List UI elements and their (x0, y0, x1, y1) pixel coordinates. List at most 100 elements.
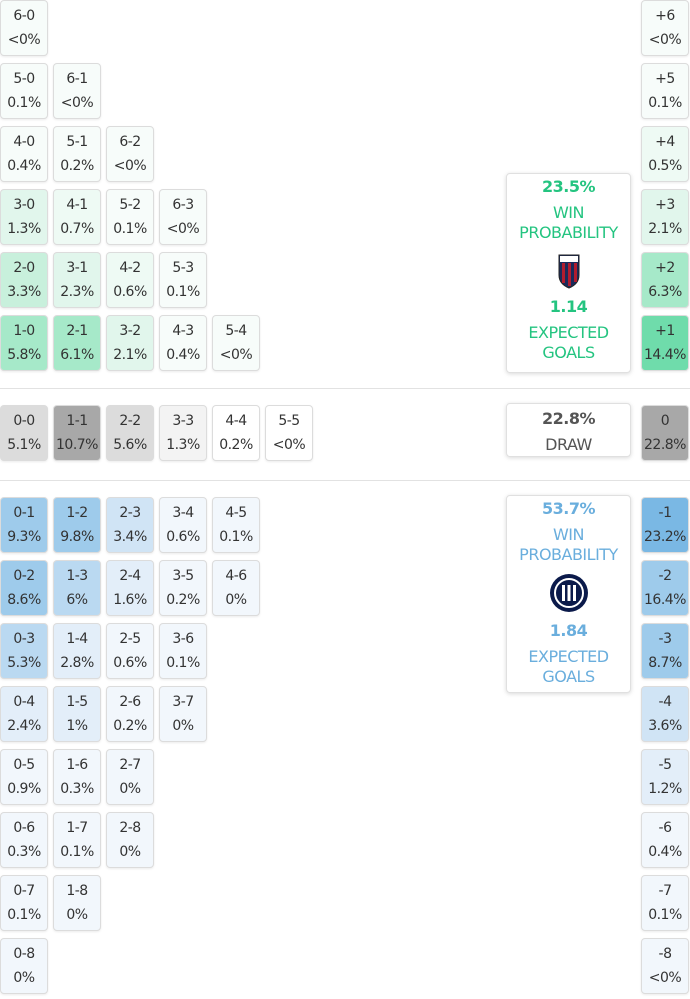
probability: 5.1% (7, 437, 41, 453)
probability: 0.1% (60, 844, 94, 860)
score-cell: 6-0 <0% (0, 0, 48, 56)
score-label: +1 (655, 323, 675, 339)
score-label: 2-8 (119, 820, 141, 836)
score-cell: -5 1.2% (641, 749, 689, 805)
score-label: 2-5 (119, 631, 141, 647)
probability: 0.4% (648, 844, 682, 860)
score-cell: 0-4 2.4% (0, 686, 48, 742)
score-cell: 0 22.8% (641, 405, 689, 461)
score-label: 3-4 (172, 505, 194, 521)
score-cell: -6 0.4% (641, 812, 689, 868)
score-label: 0-3 (13, 631, 35, 647)
probability: 0.2% (166, 592, 200, 608)
draw-label: DRAW (545, 435, 592, 454)
probability: 0.3% (7, 844, 41, 860)
probability: 23.2% (644, 529, 686, 545)
score-label: 1-1 (66, 413, 88, 429)
probability: 0.1% (7, 907, 41, 923)
away-xg: 1.84 (549, 621, 588, 640)
score-cell: 1-4 2.8% (53, 623, 101, 679)
score-label: 3-5 (172, 568, 194, 584)
score-cell: 4-0 0.4% (0, 126, 48, 182)
probability: 22.8% (644, 437, 686, 453)
probability: 0.6% (166, 529, 200, 545)
probability: 1.6% (113, 592, 147, 608)
score-label: +6 (655, 8, 675, 24)
score-cell: 5-0 0.1% (0, 63, 48, 119)
probability: <0% (272, 437, 306, 453)
score-label: 1-6 (66, 757, 88, 773)
score-label: 2-6 (119, 694, 141, 710)
score-label: 3-3 (172, 413, 194, 429)
score-cell: 2-0 3.3% (0, 252, 48, 308)
score-label: 4-2 (119, 260, 141, 276)
home-win: 23.5% (541, 177, 596, 196)
score-label: 1-8 (66, 883, 88, 899)
score-label: 1-0 (13, 323, 35, 339)
score-label: 3-2 (119, 323, 141, 339)
score-cell: -4 3.6% (641, 686, 689, 742)
probability: 0.1% (113, 221, 147, 237)
probability: 0% (119, 781, 141, 797)
score-label: 0-2 (13, 568, 35, 584)
score-label: 4-6 (225, 568, 247, 584)
score-cell: -7 0.1% (641, 875, 689, 931)
score-cell: -8 <0% (641, 938, 689, 994)
probability: 0.6% (113, 655, 147, 671)
score-cell: 3-0 1.3% (0, 189, 48, 245)
score-label: 0-1 (13, 505, 35, 521)
home-logo (558, 254, 579, 289)
score-cell: +4 0.5% (641, 126, 689, 182)
probability: <0% (113, 158, 147, 174)
divider (0, 388, 690, 389)
score-label: -6 (658, 820, 672, 836)
score-label: -2 (658, 568, 672, 584)
probability: <0% (219, 347, 253, 363)
probability: 0.2% (60, 158, 94, 174)
score-cell: 4-4 0.2% (212, 405, 260, 461)
score-label: 4-0 (13, 134, 35, 150)
score-label: 5-1 (66, 134, 88, 150)
score-label: 6-2 (119, 134, 141, 150)
score-label: 5-2 (119, 197, 141, 213)
probability: <0% (648, 32, 682, 48)
score-cell: 1-6 0.3% (53, 749, 101, 805)
score-cell: 1-8 0% (53, 875, 101, 931)
home-win-label: WIN PROBABILITY (519, 203, 618, 242)
score-label: 2-4 (119, 568, 141, 584)
score-label: 6-3 (172, 197, 194, 213)
score-label: 1-7 (66, 820, 88, 836)
score-label: 5-0 (13, 71, 35, 87)
home-card: 23.5% WIN PROBABILITY 1.14 EXPECTED GOAL… (506, 173, 631, 373)
score-cell: 1-2 9.8% (53, 497, 101, 553)
score-cell: 4-6 0% (212, 560, 260, 616)
score-cell: -3 8.7% (641, 623, 689, 679)
probability: 2.1% (648, 221, 682, 237)
score-label: 0-4 (13, 694, 35, 710)
home-xg-label: EXPECTED GOALS (528, 323, 609, 362)
probability: 0.7% (60, 221, 94, 237)
score-cell: +1 14.4% (641, 315, 689, 371)
score-cell: 0-5 0.9% (0, 749, 48, 805)
probability: 0.1% (648, 907, 682, 923)
score-label: -7 (658, 883, 672, 899)
score-cell: 5-3 0.1% (159, 252, 207, 308)
score-cell: 0-1 9.3% (0, 497, 48, 553)
score-label: 1-4 (66, 631, 88, 647)
score-cell: 0-6 0.3% (0, 812, 48, 868)
score-label: 0 (660, 413, 670, 429)
probability: 0.1% (7, 95, 41, 111)
probability: 6.3% (648, 284, 682, 300)
probability: 0% (66, 907, 88, 923)
score-label: -8 (658, 946, 672, 962)
score-label: -5 (658, 757, 672, 773)
probability: 3.4% (113, 529, 147, 545)
away-win: 53.7% (541, 499, 596, 518)
score-cell: -1 23.2% (641, 497, 689, 553)
score-label: 3-6 (172, 631, 194, 647)
score-label: 0-0 (13, 413, 35, 429)
probability: 0.1% (166, 655, 200, 671)
score-label: 5-5 (278, 413, 300, 429)
score-cell: 3-7 0% (159, 686, 207, 742)
away-logo (549, 574, 588, 612)
